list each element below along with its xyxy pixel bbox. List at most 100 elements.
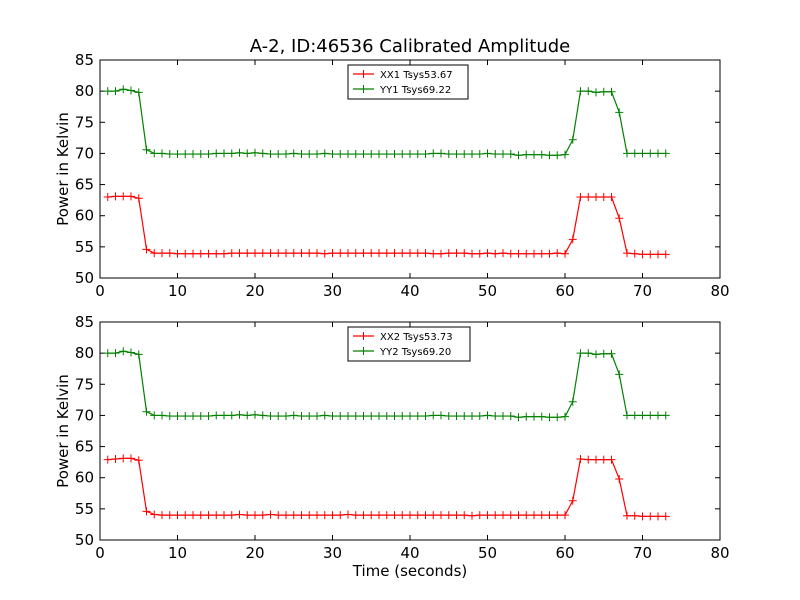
data-point [576,87,585,96]
data-point [661,411,670,420]
data-point [545,413,554,422]
y-tick-label: 55 [75,500,94,518]
x-tick-label: 70 [633,544,652,562]
data-point [235,249,244,258]
data-point [243,149,252,158]
data-point [212,411,221,420]
data-point [305,511,314,520]
axes-root: 0 10 20 30 40 50 60 70 80 50 55 60 65 70 75 80 85 Power i… [54,51,730,562]
data-point [646,512,655,521]
data-point [553,151,562,160]
data-point [553,413,562,422]
data-point [530,150,538,159]
data-point [452,249,461,258]
data-point [661,250,670,259]
y-tick-label: 85 [75,51,94,69]
y-tick-label: 50 [75,269,94,287]
x-tick-label: 20 [245,544,264,562]
data-point [204,412,213,421]
data-point [646,149,655,158]
data-point [103,193,112,202]
data-point [452,511,461,520]
data-point [196,511,205,520]
data-point [522,249,531,258]
data-point [181,412,190,421]
y-tick-label: 55 [75,238,94,256]
data-point [584,349,593,358]
chart-title: A-2, ID:46536 Calibrated Amplitude [250,36,571,57]
data-point [599,349,608,358]
legend-entry: XX2 Tsys53.73 [380,332,453,343]
data-point [258,411,267,420]
data-point [390,412,399,421]
data-point [623,411,631,420]
data-point [514,413,523,422]
data-point [150,510,159,519]
data-point [134,194,143,203]
data-point [289,411,298,420]
y-tick-label: 70 [75,406,94,424]
data-point [545,151,554,160]
legend-entry: YY2 Tsys69.20 [379,347,451,358]
data-point [506,150,515,159]
y-tick-label: 65 [75,176,94,194]
data-point [615,214,624,223]
x-tick-label: 30 [323,282,342,300]
data-point [266,412,275,421]
x-tick-label: 10 [168,282,187,300]
x-tick-label: 20 [245,282,264,300]
data-point [282,412,290,421]
data-point [437,149,445,158]
data-point [638,411,647,420]
y-axis-label-bottom: Power in Kelvin [54,374,72,488]
data-point [390,249,399,258]
x-tick-label: 40 [400,282,419,300]
data-point [592,350,600,359]
data-point [630,511,639,520]
data-point [158,511,166,520]
data-point [220,411,228,420]
data-point [460,150,469,159]
x-tick-label: 80 [710,282,729,300]
data-point [475,249,484,258]
data-point [111,455,120,464]
legend-entry: YY1 Tsys69.22 [379,85,451,96]
data-point [452,150,461,159]
data-point [437,411,445,420]
y-tick-label: 60 [75,469,94,487]
data-point [468,150,476,159]
data-point [227,511,236,520]
data-point [514,511,523,520]
data-point [382,249,391,258]
data-point [654,149,662,158]
data-point [320,511,329,520]
data-point [475,511,484,520]
data-point [506,249,515,258]
data-point [189,511,197,520]
y-tick-label: 75 [75,113,94,131]
data-point [359,511,368,520]
data-point [607,455,616,464]
data-point [142,507,151,516]
data-point [212,149,221,158]
data-point [359,249,368,258]
data-point [220,511,228,520]
data-point [406,511,414,520]
data-point [367,412,376,421]
data-point [297,150,306,159]
data-point [282,249,290,258]
data-point [475,150,484,159]
data-point [382,412,391,421]
y-tick-label: 80 [75,82,94,100]
data-point [134,456,143,465]
data-point [367,511,376,520]
data-point [561,511,569,520]
data-point [150,249,159,258]
x-tick-label: 0 [95,282,105,300]
data-point [568,397,577,406]
data-point [444,249,453,258]
data-point [444,150,453,159]
data-point [305,249,314,258]
data-point [173,249,182,258]
data-point [127,348,135,357]
